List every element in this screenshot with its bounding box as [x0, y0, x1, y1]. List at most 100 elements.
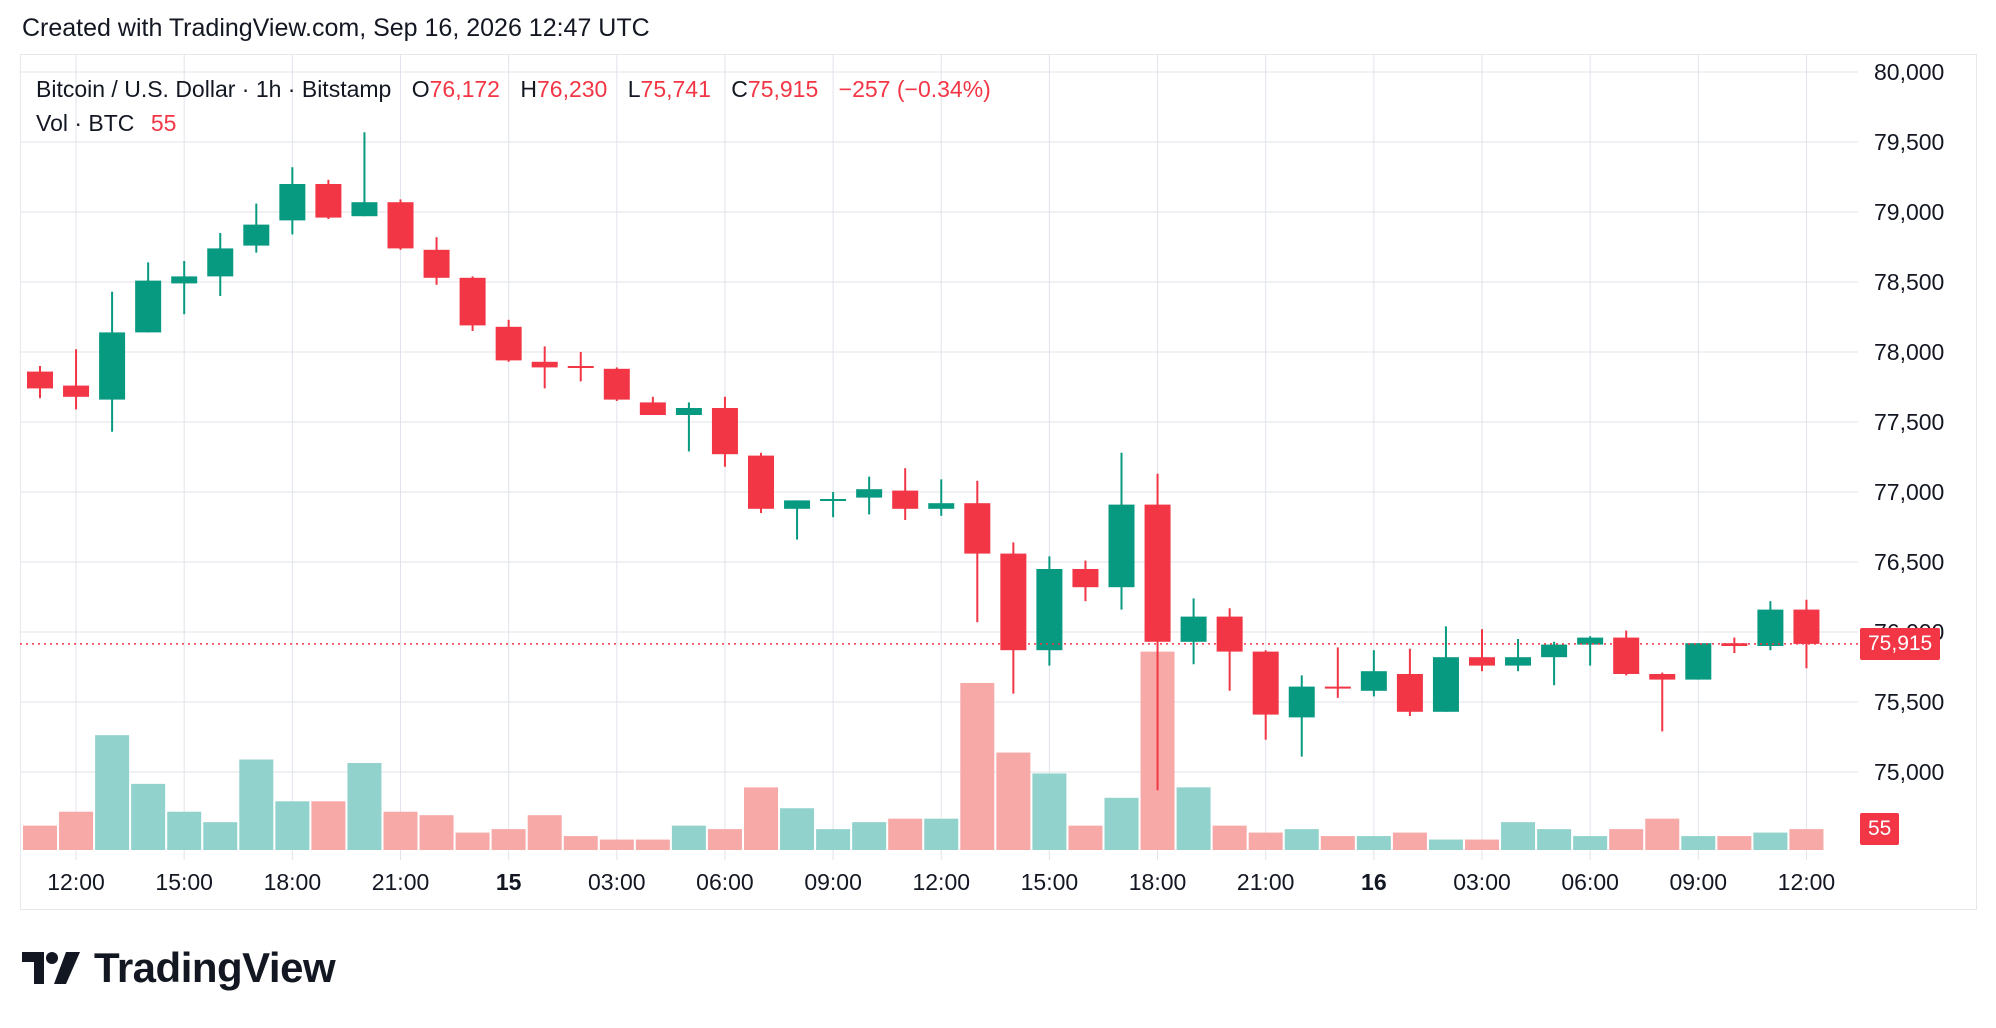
- volume-bar: [635, 839, 670, 850]
- candle-body: [1685, 643, 1712, 680]
- volume-bar: [1645, 818, 1680, 850]
- volume-bar: [95, 735, 130, 850]
- volume-bar: [1320, 836, 1355, 850]
- candle-body: [531, 361, 558, 368]
- tradingview-logo-icon: [22, 952, 80, 984]
- volume-bar: [599, 839, 634, 850]
- volume-bar: [347, 763, 382, 850]
- x-tick-label: 06:00: [1561, 869, 1619, 895]
- candle-body: [63, 385, 90, 397]
- x-tick-label: 15: [496, 869, 522, 895]
- candle-body: [207, 248, 234, 277]
- candle-body: [351, 202, 378, 217]
- volume-bar: [383, 811, 418, 850]
- volume-bar: [707, 829, 742, 850]
- legend-high-label: H: [520, 76, 537, 102]
- volume-bar: [23, 825, 57, 850]
- volume-bar: [131, 783, 166, 850]
- candle-body: [675, 408, 702, 415]
- volume-bar: [1573, 836, 1608, 850]
- volume-bar: [419, 815, 454, 850]
- volume-bar: [1537, 829, 1572, 850]
- volume-bar: [852, 822, 887, 850]
- volume-bar: [996, 752, 1031, 850]
- volume-bar: [1392, 832, 1427, 850]
- x-tick-label: 15:00: [1021, 869, 1079, 895]
- volume-bar: [1068, 825, 1103, 850]
- candle-body: [1000, 553, 1027, 651]
- y-tick-label: 76,500: [1874, 549, 1944, 575]
- candle-body: [1541, 644, 1568, 658]
- candle-body: [603, 368, 630, 400]
- x-tick-label: 06:00: [696, 869, 754, 895]
- volume-bar: [527, 815, 562, 850]
- volume-bar: [1681, 836, 1716, 850]
- legend-low-label: L: [627, 76, 641, 102]
- legend-open-value: 76,172: [429, 76, 500, 102]
- candle-body: [784, 500, 811, 509]
- x-tick-label: 15:00: [155, 869, 213, 895]
- legend-symbol[interactable]: Bitcoin / U.S. Dollar · 1h · Bitstamp: [36, 76, 392, 102]
- y-tick-label: 78,500: [1874, 269, 1944, 295]
- x-tick-label: 12:00: [47, 869, 105, 895]
- volume-bar: [1753, 832, 1788, 850]
- candle-body: [1252, 651, 1279, 715]
- volume-bar: [563, 836, 598, 850]
- candle-body: [315, 184, 342, 218]
- tradingview-brand[interactable]: TradingView: [22, 944, 336, 992]
- candle-body: [1324, 686, 1351, 689]
- candle-body: [1108, 504, 1135, 588]
- candle-body: [1613, 637, 1640, 674]
- y-tick-label: 75,500: [1874, 689, 1944, 715]
- legend-low-value: 75,741: [640, 76, 711, 102]
- candle-body: [1036, 569, 1063, 651]
- volume-bar: [203, 822, 238, 850]
- candle-body: [1721, 643, 1748, 646]
- y-tick-label: 80,000: [1874, 59, 1944, 85]
- legend-ohlc-row: Bitcoin / U.S. Dollar · 1h · Bitstamp O7…: [36, 72, 991, 106]
- volume-bar: [311, 801, 346, 850]
- volume-bar: [491, 829, 526, 850]
- candle-body: [171, 276, 198, 284]
- volume-bar: [924, 818, 959, 850]
- x-tick-label: 03:00: [588, 869, 646, 895]
- candle-body: [387, 202, 414, 249]
- candle-body: [1649, 674, 1676, 680]
- candle-body: [1793, 609, 1820, 644]
- candle-body: [495, 326, 522, 361]
- legend-volume-label[interactable]: Vol · BTC: [36, 110, 135, 136]
- volume-bar: [744, 787, 778, 850]
- candle-body: [99, 332, 126, 400]
- volume-bar: [888, 818, 923, 850]
- volume-bar: [275, 801, 310, 850]
- candle-body: [711, 408, 738, 455]
- y-tick-label: 79,500: [1874, 129, 1944, 155]
- volume-bar: [780, 808, 815, 850]
- legend-close-value: 75,915: [747, 76, 819, 102]
- x-tick-label: 21:00: [1237, 869, 1295, 895]
- candle-body: [639, 402, 666, 415]
- candle-body: [1144, 504, 1171, 642]
- legend-change: −257 (−0.34%): [838, 76, 991, 102]
- volume-bar: [1465, 839, 1499, 850]
- candle-body: [1469, 657, 1495, 666]
- last-volume-tag: 55: [1860, 813, 1900, 846]
- legend-close-label: C: [731, 76, 748, 102]
- x-tick-label: 12:00: [912, 869, 970, 895]
- candle-body: [459, 277, 486, 326]
- tradingview-brand-name: TradingView: [94, 944, 336, 991]
- last-price-tag: 75,915: [1860, 627, 1941, 660]
- volume-bar: [1176, 787, 1211, 850]
- candle-body: [856, 489, 883, 498]
- legend-volume-value: 55: [150, 110, 177, 136]
- volume-bar: [1428, 839, 1463, 850]
- legend-high-value: 76,230: [537, 76, 608, 102]
- candle-body: [964, 503, 991, 554]
- legend-volume-row: Vol · BTC 55: [36, 106, 991, 140]
- candle-body: [1432, 657, 1459, 712]
- x-tick-label: 21:00: [372, 869, 430, 895]
- candle-body: [1072, 569, 1099, 588]
- volume-bar: [1789, 829, 1824, 850]
- volume-bar: [816, 829, 851, 850]
